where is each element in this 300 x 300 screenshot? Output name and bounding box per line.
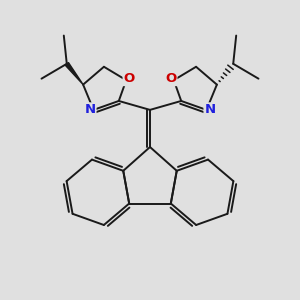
Polygon shape	[65, 62, 83, 85]
Text: N: N	[84, 103, 95, 116]
Text: O: O	[124, 72, 135, 85]
Text: N: N	[205, 103, 216, 116]
Text: O: O	[165, 72, 176, 85]
